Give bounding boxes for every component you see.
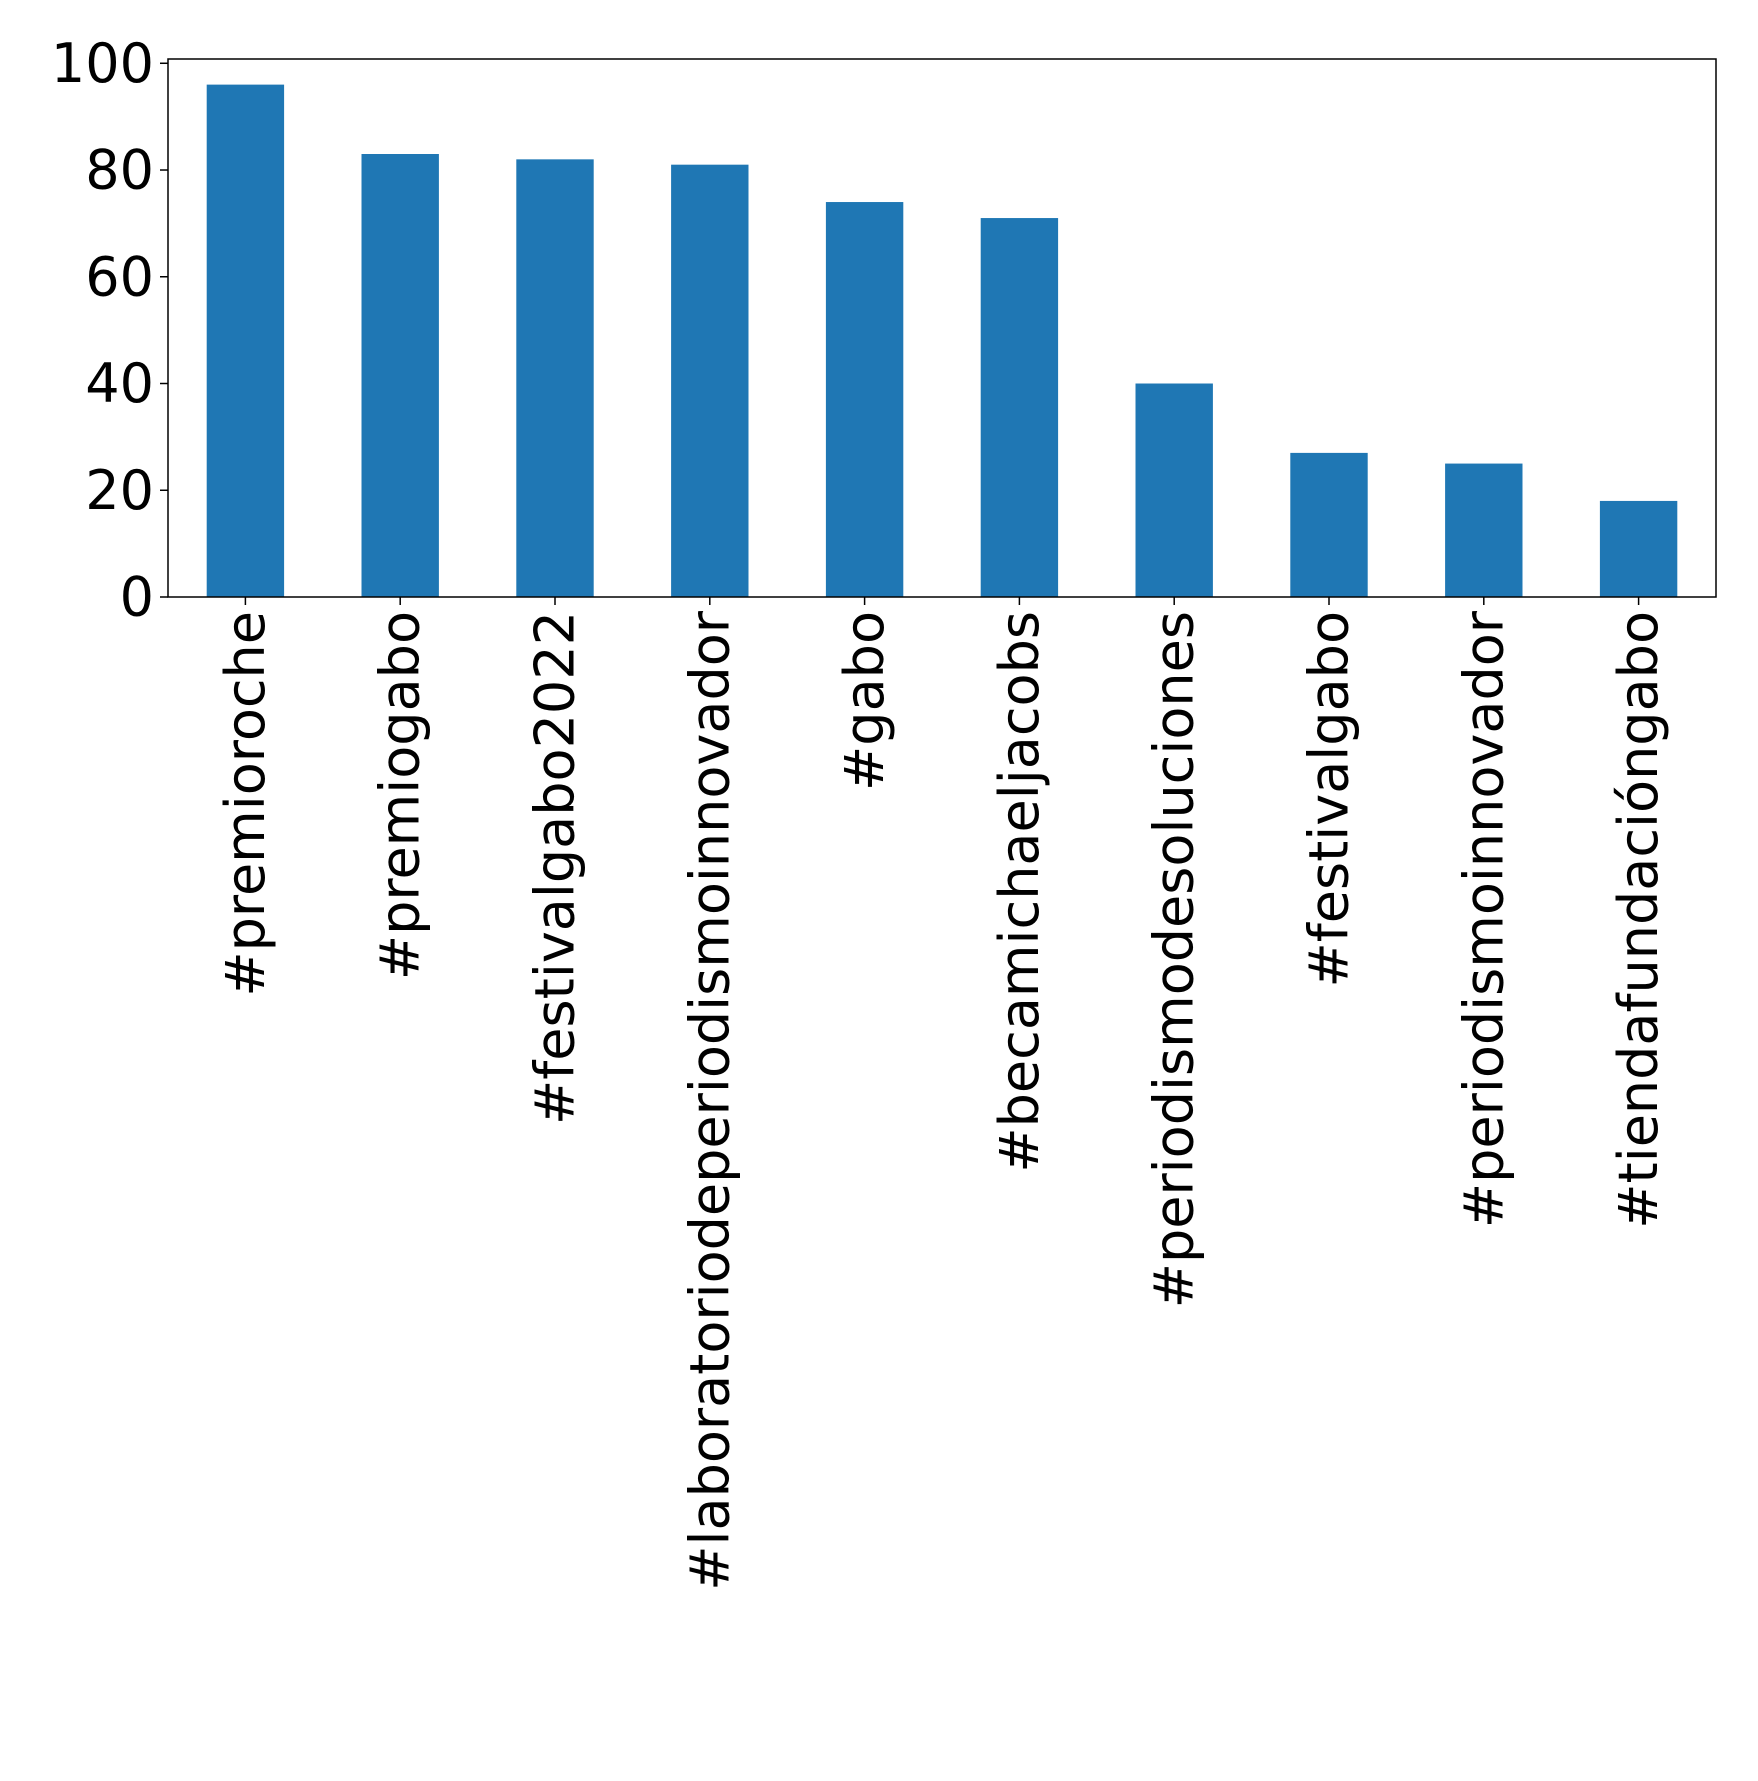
x-tick-label-3: #laboratoriodeperiodismoinnovador <box>678 610 741 1591</box>
bar-1 <box>361 154 439 597</box>
x-axis: #premioroche #premiogabo #festivalgabo2022… <box>214 597 1670 1591</box>
x-tick-label-2: #festivalgabo2022 <box>524 611 587 1125</box>
x-tick-label-9: #tiendafundacióngabo <box>1607 611 1670 1229</box>
bar-5 <box>980 218 1059 598</box>
bar-7 <box>1290 452 1368 597</box>
bars-group <box>206 84 1678 598</box>
y-tick-label-5: 100 <box>51 32 154 95</box>
y-tick-label-0: 0 <box>120 566 154 629</box>
y-axis: 0 20 40 60 80 100 <box>51 32 168 629</box>
plot-frame <box>167 58 1717 598</box>
bar-8 <box>1445 463 1523 597</box>
y-tick-label-4: 80 <box>85 139 154 202</box>
x-tick-label-4: #gabo <box>833 611 896 791</box>
x-tick-label-1: #premiogabo <box>369 611 432 980</box>
bar-9 <box>1599 500 1678 597</box>
y-tick-label-2: 40 <box>85 352 154 415</box>
bar-2 <box>516 159 594 598</box>
y-tick-label-3: 60 <box>85 245 154 308</box>
x-tick-label-5: #becamichaeljacobs <box>988 611 1051 1173</box>
bar-0 <box>206 84 285 598</box>
bar-4 <box>825 202 904 598</box>
x-tick-label-6: #periodismodesoluciones <box>1143 611 1206 1308</box>
x-tick-label-8: #periodismoinnovador <box>1452 610 1515 1228</box>
x-tick-label-0: #premioroche <box>214 611 277 997</box>
y-tick-label-1: 20 <box>85 459 154 522</box>
bar-3 <box>671 164 749 597</box>
bar-6 <box>1135 383 1213 597</box>
x-tick-label-7: #festivalgabo <box>1298 611 1361 988</box>
